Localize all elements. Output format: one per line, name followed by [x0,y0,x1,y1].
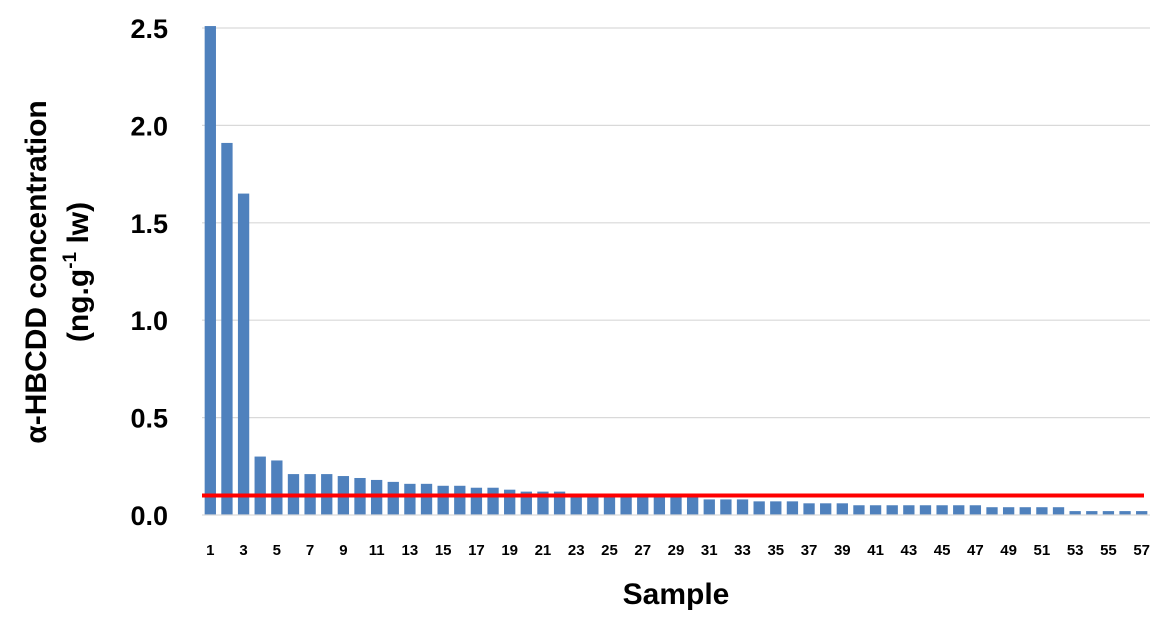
bar-sample-13 [404,483,416,515]
x-tick-label: 3 [239,542,247,559]
bar-sample-27 [637,495,649,515]
bar-sample-48 [986,507,998,515]
y-tick-label: 2.0 [130,111,168,141]
x-tick-label: 33 [734,542,751,559]
y-tick-label: 1.5 [130,209,168,239]
y-axis-title-line2: (ng.g-1 lw) [60,202,95,342]
bar-sample-12 [387,481,399,515]
x-tick-label: 23 [568,542,585,559]
bar-sample-22 [553,491,566,515]
y-tick-label: 0.5 [130,404,168,434]
bar-sample-35 [770,501,782,515]
gridlines [202,27,1150,419]
y-tick-labels: 0.0 0.5 1.0 1.5 2.0 2.5 [130,14,168,531]
bar-sample-20 [520,491,532,515]
bar-sample-14 [420,483,433,515]
x-tick-label: 21 [535,542,552,559]
bar-sample-23 [570,493,582,515]
x-tick-label: 35 [767,542,784,559]
bar-sample-26 [620,495,632,515]
x-tick-label: 53 [1067,542,1084,559]
bar-sample-38 [820,503,832,515]
x-tick-label: 49 [1000,542,1017,559]
bar-sample-4 [254,456,266,515]
bar-sample-39 [836,503,848,515]
bar-sample-21 [537,491,549,515]
bar-sample-56 [1119,511,1131,515]
bar-sample-30 [686,497,699,515]
y-tick-label: 0.0 [130,501,168,531]
x-tick-label: 7 [306,542,314,559]
bar-sample-29 [670,497,682,515]
x-tick-label: 39 [834,542,851,559]
y-tick-label: 2.5 [130,14,168,44]
bar-sample-33 [736,499,749,515]
bar-sample-3 [237,193,250,515]
bar-sample-36 [786,501,799,515]
bar-sample-49 [1002,507,1015,515]
x-tick-label: 41 [867,542,884,559]
bar-sample-55 [1102,511,1115,515]
bar-sample-53 [1069,511,1081,515]
x-tick-label: 5 [273,542,281,559]
bar-sample-54 [1086,511,1098,515]
x-tick-label: 37 [801,542,818,559]
bar-sample-18 [487,487,499,515]
bar-sample-44 [919,505,932,515]
x-tick-label: 11 [369,542,385,559]
bar-sample-52 [1052,507,1065,515]
x-tick-label: 15 [435,542,452,559]
bar-sample-37 [803,503,815,515]
bar-series [204,26,1148,515]
bar-sample-32 [720,499,732,515]
x-tick-label: 9 [339,542,347,559]
bar-sample-34 [753,501,765,515]
bar-sample-41 [869,505,882,515]
x-tick-labels: 1 3 5 7 9 11 13 15 17 19 21 23 25 27 29 31 33 35 37 39 41 43 4… [206,542,1150,559]
bar-sample-43 [903,505,915,515]
x-tick-label: 43 [900,542,917,559]
x-tick-label: 25 [601,542,618,559]
x-tick-label: 13 [402,542,419,559]
x-tick-label: 31 [701,542,718,559]
x-tick-label: 47 [967,542,984,559]
bar-sample-25 [603,493,616,515]
x-tick-label: 17 [468,542,485,559]
bar-sample-45 [936,505,948,515]
x-tick-label: 27 [634,542,651,559]
x-tick-label: 29 [668,542,685,559]
bar-sample-15 [437,485,449,515]
bar-sample-28 [653,495,666,515]
y-tick-label: 1.0 [130,306,168,336]
bar-sample-57 [1136,511,1148,515]
bar-sample-31 [703,499,715,515]
x-tick-label: 19 [501,542,518,559]
bar-sample-1 [204,26,216,515]
bar-sample-50 [1019,507,1031,515]
bar-sample-40 [853,505,865,515]
y-axis-title-suffix: lw) [62,202,95,252]
bar-sample-24 [587,493,599,515]
x-tick-label: 51 [1034,542,1051,559]
x-tick-label: 45 [934,542,951,559]
bar-sample-2 [221,142,233,515]
bar-sample-5 [271,460,283,515]
y-axis-title-superscript: -1 [60,251,81,268]
bar-sample-51 [1036,507,1048,515]
bar-sample-42 [886,505,898,515]
y-axis-title-line1: α-HBCDD concentration [20,100,53,443]
y-axis-title-prefix: (ng.g [62,269,95,342]
x-tick-label: 55 [1100,542,1117,559]
bar-sample-16 [454,485,466,515]
bar-sample-47 [969,505,982,515]
x-tick-label: 57 [1133,542,1150,559]
bar-sample-19 [504,489,516,515]
bar-sample-46 [953,505,965,515]
x-tick-label: 1 [206,542,214,559]
bar-sample-17 [470,487,483,515]
x-axis-title: Sample [623,578,730,611]
